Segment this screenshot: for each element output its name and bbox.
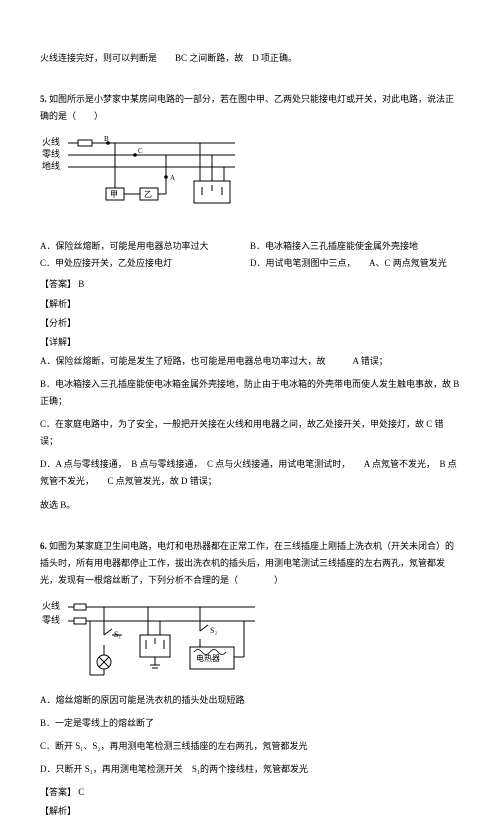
- intro-line: 火线连接完好，则可以判断是 BC 之间断路，故 D 项正确。: [40, 50, 460, 67]
- label-neutral: 零线: [42, 148, 60, 159]
- q5-circuit-diagram: 火线 零线 地线 B C 甲 乙 A: [40, 133, 240, 228]
- q5-answer: 【答案】 B: [40, 276, 460, 293]
- q5-num: 5.: [40, 94, 47, 104]
- svg-text:B: B: [104, 135, 109, 143]
- svg-text:甲: 甲: [110, 190, 118, 199]
- svg-text:零线: 零线: [42, 614, 60, 625]
- q5-det-a: A．保险丝熔断，可能是发生了短路，也可能是用电器总电功率过大，故 A 错误；: [40, 353, 460, 370]
- q6-opt-c: C．断开 S₁、S₂，再用测电笔检测三线插座的左右两孔，氖管都发光: [40, 738, 460, 755]
- q6-answer: 【答案】 C: [40, 784, 460, 801]
- q6-jiexi: 【解析】: [40, 803, 460, 820]
- q5-xiangjie: 【详解】: [40, 334, 460, 351]
- q5-fenxi: 【分析】: [40, 315, 460, 332]
- q5-opt-b: B．电冰箱接入三孔插座能使金属外壳接地: [250, 238, 460, 255]
- q5-opt-a: A．保险丝熔断，可能是用电器总功率过大: [40, 238, 250, 255]
- svg-text:S₂: S₂: [210, 626, 217, 635]
- q5-text: 5. 如图所示是小梦家中某房间电路的一部分，若在图中甲、乙两处只能接电灯或开关，…: [40, 91, 460, 125]
- q5-end: 故选 B。: [40, 497, 460, 514]
- svg-text:电热器: 电热器: [196, 653, 220, 663]
- svg-text:乙: 乙: [144, 190, 152, 199]
- label-live: 火线: [42, 136, 60, 147]
- q5-det-d: D．A 点与零线接通， B 点与零线接通， C 点与火线接通，用试电笔测试时， …: [40, 456, 460, 490]
- q5-opt-d: D．用试电笔测图中三点， A、C 两点氖管发光: [250, 255, 460, 272]
- q6-opt-d: D．只断开 S₁，再用测电笔检测开关 S₁的两个接线柱，氖管都发光: [40, 761, 460, 778]
- svg-text:火线: 火线: [42, 600, 60, 611]
- q5-det-b: B．电冰箱接入三孔插座能使电冰箱金属外壳接地，防止由于电冰箱的外壳带电而使人发生…: [40, 376, 460, 410]
- q6-text: 6. 如图为某家庭卫生间电路，电灯和电热器都在正常工作，在三线插座上刚插上洗衣机…: [40, 538, 460, 589]
- q5-body: 如图所示是小梦家中某房间电路的一部分，若在图中甲、乙两处只能接电灯或开关，对此电…: [40, 94, 454, 121]
- q6-opt-b: B．一定是零线上的熔丝断了: [40, 715, 460, 732]
- svg-text:A: A: [170, 174, 175, 182]
- q6-opt-a: A．熔丝熔断的原因可能是洗衣机的插头处出现短路: [40, 692, 460, 709]
- q6-circuit-diagram: 火线 零线 S₁ S₂ 电热器: [40, 597, 260, 682]
- q5-det-c: C．在家庭电路中，为了安全，一般把开关接在火线和用电器之间，故乙处接开关，甲处接…: [40, 416, 460, 450]
- q6-num: 6.: [40, 541, 47, 551]
- label-ground: 地线: [42, 160, 60, 171]
- q6-body: 如图为某家庭卫生间电路，电灯和电热器都在正常工作，在三线插座上刚插上洗衣机（开关…: [40, 541, 454, 585]
- q5-opt-c: C．甲处应接开关，乙处应接电灯: [40, 255, 250, 272]
- q6-options: A．熔丝熔断的原因可能是洗衣机的插头处出现短路 B．一定是零线上的熔丝断了 C．…: [40, 692, 460, 778]
- svg-text:C: C: [138, 147, 143, 155]
- q5-jiexi: 【解析】: [40, 296, 460, 313]
- q5-options: A．保险丝熔断，可能是用电器总功率过大 B．电冰箱接入三孔插座能使金属外壳接地 …: [40, 238, 460, 272]
